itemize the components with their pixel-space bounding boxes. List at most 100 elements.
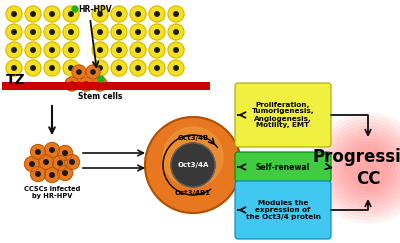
Circle shape: [69, 48, 73, 52]
Circle shape: [149, 60, 165, 76]
Circle shape: [136, 12, 140, 16]
Circle shape: [149, 42, 165, 58]
Text: Oct3/4B1: Oct3/4B1: [175, 190, 211, 196]
Circle shape: [92, 6, 108, 22]
FancyBboxPatch shape: [235, 181, 331, 239]
Circle shape: [63, 60, 79, 76]
Circle shape: [130, 24, 146, 40]
Circle shape: [145, 117, 241, 213]
Circle shape: [25, 6, 41, 22]
Circle shape: [50, 148, 54, 152]
Circle shape: [342, 142, 394, 194]
Circle shape: [171, 143, 215, 187]
Circle shape: [70, 160, 74, 164]
Circle shape: [111, 6, 127, 22]
Circle shape: [36, 150, 40, 154]
Circle shape: [84, 82, 88, 86]
Circle shape: [50, 66, 54, 70]
Circle shape: [326, 126, 400, 210]
Circle shape: [174, 30, 178, 34]
Circle shape: [63, 42, 79, 58]
Circle shape: [130, 42, 146, 58]
Circle shape: [31, 12, 35, 16]
Circle shape: [163, 127, 223, 187]
Circle shape: [316, 116, 400, 220]
Circle shape: [24, 156, 40, 172]
Circle shape: [155, 66, 159, 70]
Circle shape: [25, 60, 41, 76]
Circle shape: [338, 139, 398, 198]
Circle shape: [319, 119, 400, 217]
Circle shape: [36, 172, 40, 176]
Circle shape: [92, 24, 108, 40]
Circle shape: [65, 77, 79, 91]
Text: CCSCs infected
by HR-HPV: CCSCs infected by HR-HPV: [24, 186, 80, 199]
Circle shape: [12, 12, 16, 16]
Circle shape: [117, 48, 121, 52]
Circle shape: [72, 6, 78, 12]
Circle shape: [313, 113, 400, 223]
Circle shape: [12, 66, 16, 70]
Circle shape: [69, 12, 73, 16]
Circle shape: [6, 24, 22, 40]
Circle shape: [335, 135, 400, 201]
Circle shape: [50, 48, 54, 52]
Circle shape: [44, 24, 60, 40]
Text: Stem cells: Stem cells: [78, 92, 122, 101]
Bar: [2, 82, 210, 90]
Circle shape: [12, 48, 16, 52]
Circle shape: [149, 24, 165, 40]
Circle shape: [111, 42, 127, 58]
Circle shape: [98, 48, 102, 52]
Circle shape: [44, 6, 60, 22]
Circle shape: [50, 173, 54, 177]
Circle shape: [69, 66, 73, 70]
Circle shape: [70, 82, 74, 86]
Circle shape: [44, 160, 48, 164]
Circle shape: [174, 66, 178, 70]
Circle shape: [111, 24, 127, 40]
Circle shape: [345, 145, 391, 191]
Circle shape: [52, 156, 68, 171]
Circle shape: [98, 30, 102, 34]
Text: Progression
CC: Progression CC: [312, 148, 400, 188]
Circle shape: [77, 70, 81, 74]
Circle shape: [44, 142, 60, 157]
Circle shape: [6, 60, 22, 76]
Circle shape: [50, 30, 54, 34]
Circle shape: [25, 42, 41, 58]
Circle shape: [93, 77, 107, 91]
Circle shape: [58, 165, 72, 181]
Circle shape: [332, 132, 400, 204]
Circle shape: [58, 146, 72, 160]
Circle shape: [58, 161, 62, 165]
Circle shape: [44, 42, 60, 58]
Circle shape: [168, 42, 184, 58]
Circle shape: [63, 6, 79, 22]
Circle shape: [31, 48, 35, 52]
Circle shape: [69, 30, 73, 34]
Circle shape: [98, 66, 102, 70]
Circle shape: [63, 151, 67, 155]
Circle shape: [25, 24, 41, 40]
Circle shape: [130, 6, 146, 22]
Circle shape: [168, 60, 184, 76]
Text: Proliferation,
Tumorigenesis,
Angiogenesis,
Motility, EMT: Proliferation, Tumorigenesis, Angiogenes…: [252, 102, 314, 129]
Circle shape: [79, 77, 93, 91]
Circle shape: [12, 30, 16, 34]
Circle shape: [98, 82, 102, 86]
Text: Self-renewal: Self-renewal: [256, 163, 310, 172]
Circle shape: [136, 30, 140, 34]
Circle shape: [168, 6, 184, 22]
Circle shape: [30, 166, 46, 182]
Circle shape: [155, 48, 159, 52]
Circle shape: [50, 12, 54, 16]
Circle shape: [174, 48, 178, 52]
Circle shape: [155, 12, 159, 16]
Text: TZ: TZ: [6, 73, 26, 87]
Circle shape: [348, 148, 388, 188]
Circle shape: [6, 42, 22, 58]
Circle shape: [117, 30, 121, 34]
Circle shape: [63, 24, 79, 40]
Circle shape: [64, 155, 80, 170]
